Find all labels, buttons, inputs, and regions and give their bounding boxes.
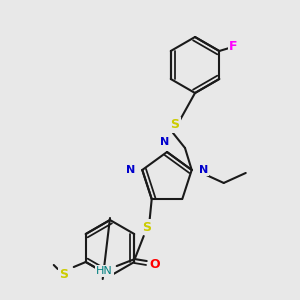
Text: S: S xyxy=(170,118,179,131)
Text: F: F xyxy=(229,40,238,52)
Text: S: S xyxy=(142,220,151,233)
Text: N: N xyxy=(199,165,208,175)
Text: N: N xyxy=(126,165,135,175)
Text: O: O xyxy=(149,257,160,271)
Text: S: S xyxy=(59,268,68,281)
Text: N: N xyxy=(160,137,169,147)
Text: HN: HN xyxy=(96,266,113,276)
